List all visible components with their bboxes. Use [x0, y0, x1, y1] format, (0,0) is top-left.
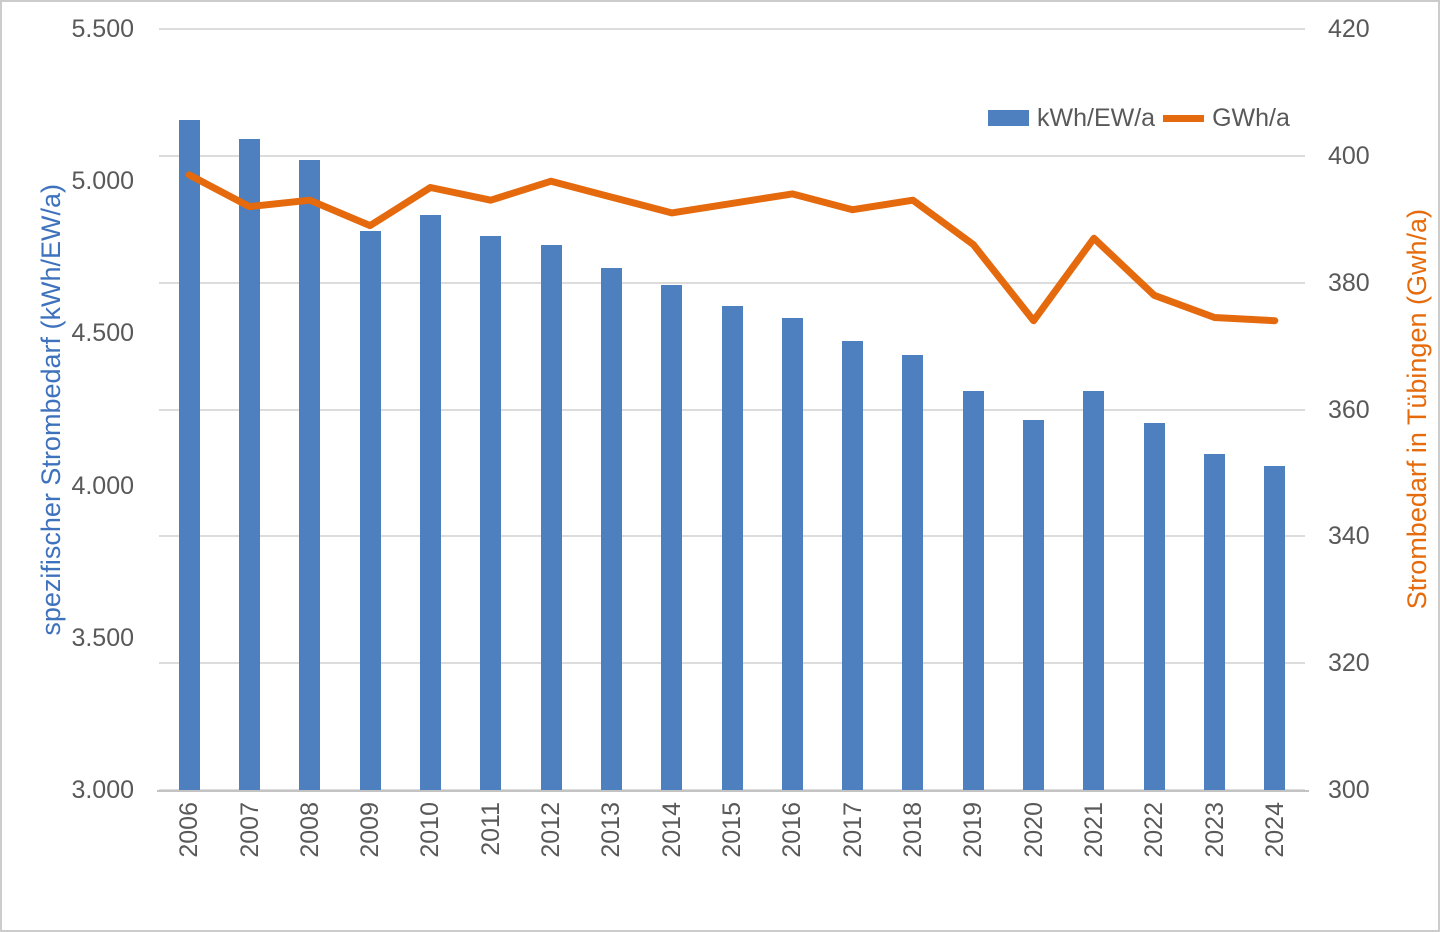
- gridline-420: [159, 28, 1305, 30]
- legend-line-swatch: [1163, 114, 1205, 122]
- gwh-line-series: [185, 171, 1279, 325]
- x-axis-tick-2011: 2011: [476, 802, 505, 856]
- x-axis-tick-2015: 2015: [718, 802, 746, 858]
- legend-label-gwh: GWh/a: [1212, 103, 1290, 132]
- bar-2012: [540, 245, 562, 790]
- bar-2015: [721, 306, 743, 790]
- bar-2006: [178, 120, 200, 790]
- x-axis-tick-2009: 2009: [356, 802, 385, 858]
- gridline-400: [159, 154, 1305, 157]
- x-axis-tick-2017: 2017: [838, 802, 867, 858]
- bar-2021: [1083, 391, 1105, 790]
- x-axis-tick-2023: 2023: [1200, 802, 1229, 858]
- bar-2008: [299, 159, 321, 790]
- x-axis-tick-2007: 2007: [235, 802, 264, 858]
- bar-2013: [600, 268, 622, 790]
- x-axis-tick-2024: 2024: [1260, 802, 1289, 858]
- x-axis-line: [157, 790, 1309, 792]
- x-axis-tick-2008: 2008: [295, 802, 324, 858]
- right-axis-tick-420: 420: [1328, 15, 1370, 43]
- right-axis-title-wrap: Strombedarf in Tübingen (Gwh/a): [1398, 29, 1436, 790]
- bar-2014: [661, 284, 683, 790]
- left-axis-tick-5.000: 5.000: [71, 167, 134, 196]
- x-axis-tick-2012: 2012: [537, 802, 566, 858]
- bar-2020: [1023, 420, 1045, 790]
- x-axis-tick-2010: 2010: [416, 802, 445, 858]
- x-axis-tick-2021: 2021: [1079, 802, 1108, 858]
- x-axis-tick-2018: 2018: [898, 802, 927, 858]
- bar-2024: [1264, 465, 1286, 790]
- x-axis-tick-2022: 2022: [1140, 802, 1169, 858]
- left-axis-title: spezifischer Strombedarf (kWh/EW/a): [35, 183, 66, 636]
- bar-2018: [902, 354, 924, 790]
- x-axis-tick-2013: 2013: [597, 802, 626, 858]
- x-axis-tick-2016: 2016: [778, 802, 807, 858]
- x-axis-tick-2019: 2019: [959, 802, 988, 858]
- bar-2022: [1143, 423, 1165, 790]
- right-axis-tick-300: 300: [1328, 776, 1370, 804]
- bar-2010: [419, 214, 441, 790]
- gridline-380: [159, 281, 1305, 284]
- left-axis-title-wrap: spezifischer Strombedarf (kWh/EW/a): [32, 29, 70, 790]
- bar-2017: [842, 341, 864, 790]
- legend-label-kwh: kWh/EW/a: [1037, 103, 1156, 132]
- bar-2016: [781, 318, 803, 790]
- left-axis-tick-4.000: 4.000: [71, 471, 134, 500]
- right-axis-title: Strombedarf in Tübingen (Gwh/a): [1401, 209, 1432, 610]
- bar-2007: [239, 138, 260, 790]
- legend: kWh/EW/a GWh/a: [988, 102, 1290, 134]
- right-axis-tick-400: 400: [1328, 141, 1370, 170]
- bar-2011: [480, 236, 502, 790]
- bar-2019: [962, 391, 984, 790]
- right-axis-tick-340: 340: [1328, 522, 1370, 551]
- right-axis-tick-360: 360: [1328, 395, 1370, 424]
- x-axis-tick-2020: 2020: [1019, 802, 1048, 858]
- bar-2023: [1204, 453, 1225, 790]
- gwh-polyline: [185, 171, 1279, 325]
- left-axis-tick-4.500: 4.500: [71, 319, 134, 348]
- left-axis-tick-3.500: 3.500: [71, 623, 134, 652]
- right-axis-tick-320: 320: [1328, 649, 1370, 678]
- x-axis-tick-2006: 2006: [175, 802, 204, 858]
- right-axis-tick-380: 380: [1328, 268, 1370, 297]
- legend-bar-swatch: [988, 110, 1029, 126]
- left-axis-tick-5.500: 5.500: [71, 15, 134, 43]
- x-axis-tick-2014: 2014: [657, 802, 686, 858]
- left-axis-tick-3.000: 3.000: [71, 776, 134, 804]
- bar-2009: [359, 231, 381, 790]
